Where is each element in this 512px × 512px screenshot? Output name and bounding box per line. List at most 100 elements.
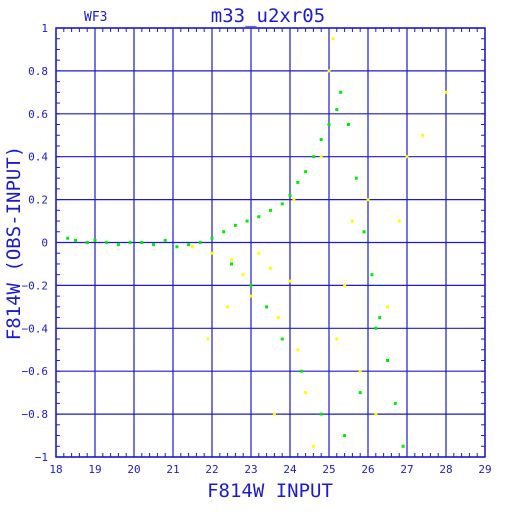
data-point xyxy=(296,348,300,352)
data-point xyxy=(249,294,253,298)
data-point xyxy=(386,358,389,362)
data-point xyxy=(276,316,280,320)
data-point xyxy=(331,37,335,41)
data-point xyxy=(304,170,308,174)
data-point xyxy=(444,90,448,94)
data-point xyxy=(206,337,210,341)
data-point xyxy=(128,241,132,244)
y-axis-label: F814W (OBS-INPUT) xyxy=(3,146,25,340)
data-point xyxy=(358,391,362,395)
data-point xyxy=(230,262,233,266)
x-tick-label: 21 xyxy=(166,463,179,476)
data-point xyxy=(272,412,276,416)
data-point xyxy=(187,243,191,247)
x-axis-label: F814W INPUT xyxy=(207,480,333,502)
data-point xyxy=(378,316,382,320)
y-tick-label: −0.6 xyxy=(22,365,49,378)
data-point xyxy=(401,444,405,448)
data-point xyxy=(249,283,253,287)
y-tick-label: −1 xyxy=(35,451,48,464)
data-point xyxy=(292,198,296,202)
data-point xyxy=(210,236,214,240)
x-tick-label: 20 xyxy=(127,463,140,476)
data-point xyxy=(265,305,269,309)
data-point xyxy=(311,444,315,448)
data-point xyxy=(105,241,109,244)
data-point xyxy=(370,273,374,277)
data-point xyxy=(319,412,323,416)
x-tick-label: 19 xyxy=(88,463,101,476)
data-point xyxy=(241,273,245,277)
data-point xyxy=(366,198,370,202)
data-point xyxy=(374,412,378,416)
data-point xyxy=(116,243,120,247)
data-point xyxy=(152,243,155,247)
data-point xyxy=(362,230,366,234)
data-point xyxy=(210,251,214,255)
chart-title: m33_u2xr05 xyxy=(211,5,325,27)
data-point xyxy=(198,241,202,244)
data-point xyxy=(335,108,339,112)
data-point xyxy=(339,90,343,94)
data-point xyxy=(335,337,339,341)
data-point xyxy=(280,202,284,206)
data-point xyxy=(358,369,362,373)
data-point xyxy=(393,401,397,405)
data-point xyxy=(327,123,331,127)
data-point xyxy=(288,193,292,197)
data-point xyxy=(311,155,315,159)
y-tick-label: 0.2 xyxy=(28,194,48,207)
data-point xyxy=(386,305,389,309)
x-tick-label: 23 xyxy=(244,463,257,476)
x-tick-label: 24 xyxy=(283,463,297,476)
data-point xyxy=(288,279,292,283)
tick-labels: 18 19 20 21 22 23 24 25 26 27 28 29 −1 −0.8 −0.6 −0.4 −0… xyxy=(22,22,492,476)
data-point xyxy=(226,305,230,309)
data-point xyxy=(233,223,237,227)
data-point xyxy=(300,369,304,373)
x-tick-label: 28 xyxy=(439,463,452,476)
data-point xyxy=(296,180,300,184)
data-point xyxy=(269,266,272,270)
data-points xyxy=(66,37,448,448)
axis-ticks xyxy=(55,27,486,458)
data-point xyxy=(74,238,77,242)
data-point xyxy=(66,236,70,240)
y-tick-label: −0.8 xyxy=(22,408,49,421)
data-point xyxy=(347,123,350,127)
data-point xyxy=(257,251,261,255)
data-point xyxy=(319,155,323,159)
grid xyxy=(55,27,486,458)
data-point xyxy=(230,258,233,262)
y-tick-label: 0.4 xyxy=(28,151,48,164)
data-point xyxy=(222,230,226,234)
data-point xyxy=(354,176,358,180)
x-tick-label: 27 xyxy=(400,463,413,476)
data-point xyxy=(175,245,179,249)
data-point xyxy=(343,283,347,287)
y-tick-label: −0.4 xyxy=(22,322,49,335)
data-point xyxy=(85,241,89,244)
data-point xyxy=(374,326,378,330)
data-point xyxy=(350,219,354,223)
data-point xyxy=(304,391,308,395)
data-point xyxy=(327,69,331,73)
x-tick-label: 25 xyxy=(322,463,335,476)
data-point xyxy=(257,215,261,219)
data-point xyxy=(140,241,144,244)
data-point xyxy=(245,219,249,223)
y-tick-label: 0.6 xyxy=(28,108,48,121)
corner-label: WF3 xyxy=(84,10,107,25)
y-tick-label: −0.2 xyxy=(22,279,49,292)
data-point xyxy=(191,245,194,249)
data-point xyxy=(405,155,409,159)
x-tick-label: 18 xyxy=(49,463,62,476)
data-point xyxy=(319,138,323,142)
x-tick-label: 26 xyxy=(361,463,374,476)
data-point xyxy=(421,133,425,137)
y-tick-label: 0.8 xyxy=(28,65,48,78)
data-point xyxy=(269,208,272,212)
data-point xyxy=(343,434,347,438)
data-point xyxy=(397,219,401,223)
